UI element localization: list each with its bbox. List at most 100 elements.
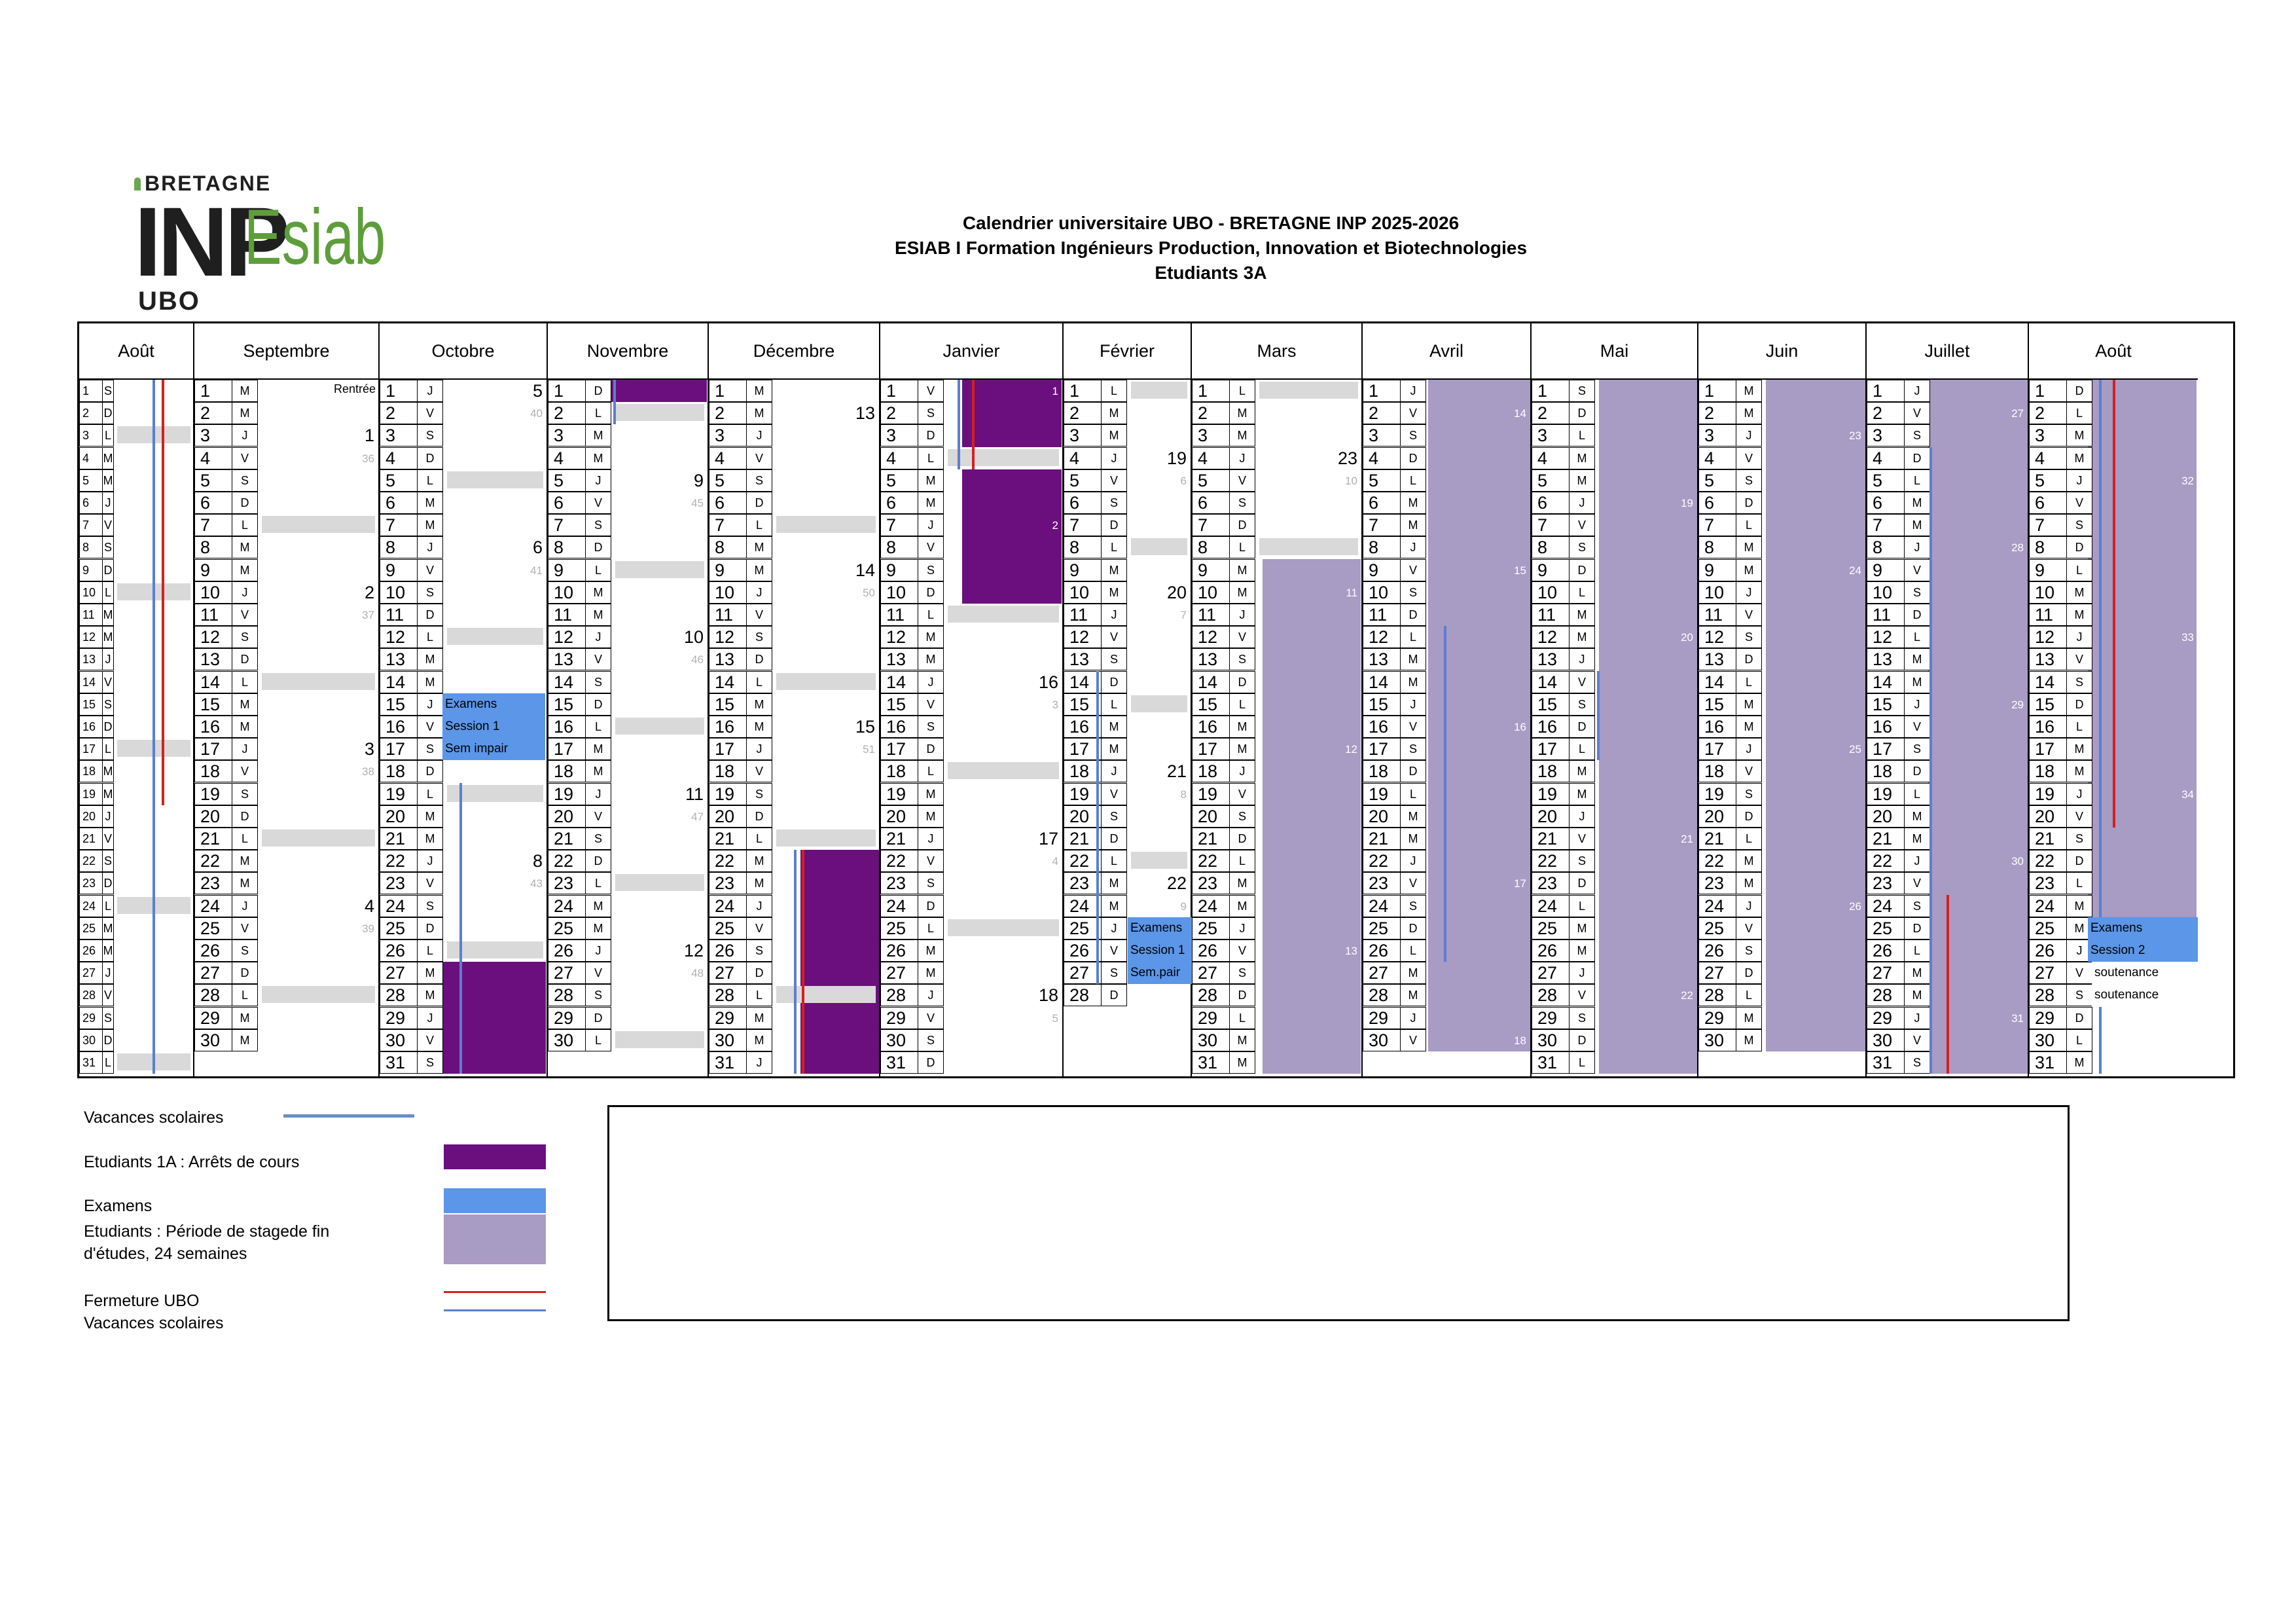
day-letter: S [746,626,772,649]
day-row: 25 D [380,917,547,939]
day-letter: J [1569,962,1595,985]
day-number: 29 [1363,1006,1401,1029]
day-letter: S [1101,492,1127,514]
day-letter: D [1101,514,1127,537]
day-letter: M [232,850,258,873]
day-number: 19 [380,782,418,805]
month-column-5: Janvier 1 V 1 2 S 3 D 4 L 5 M 6 M 7 J 2 8 V 9 S 10 D 11 L 12 M 13 M 1… [880,323,1064,1076]
week-number: 16 [1038,672,1058,692]
day-letter: S [2066,828,2092,850]
day-letter: V [585,805,611,828]
week-number-white: 15 [1514,564,1526,577]
day-letter: V [1229,626,1255,649]
day-row: 2 V 40 [380,402,547,425]
day-row: 30 M [1192,1029,1361,1051]
day-number: 8 [1064,536,1102,559]
day-row: 20 D [1698,805,1865,828]
day-number: 29 [709,1006,747,1029]
day-row: 13 M [1363,648,1530,671]
day-number: 30 [1867,1029,1905,1051]
day-letter: M [417,670,443,693]
day-number: 4 [1192,447,1230,469]
day-letter: J [1904,693,1930,716]
day-letter: M [102,939,114,962]
day-row: 31 M [2029,1051,2198,1074]
day-number: 9 [880,558,918,581]
day-letter: M [232,693,258,716]
soutenance-label: soutenance [2092,984,2193,1007]
day-number: 15 [1698,693,1736,716]
day-number: 7 [79,514,103,537]
day-number: 5 [79,469,103,492]
closure-line [1946,894,1949,1074]
day-number: 12 [709,626,747,649]
week-number-grey: 48 [691,967,704,980]
day-number: 23 [880,872,918,895]
day-number: 13 [1698,648,1736,671]
day-number: 17 [880,738,918,761]
week-number: 5 [532,381,543,401]
day-letter: V [2066,492,2092,514]
day-number: 15 [880,693,918,716]
notes-box[interactable] [607,1105,2070,1321]
day-letter: M [2066,738,2092,761]
day-letter: S [1736,782,1762,805]
day-letter: V [1736,447,1762,469]
day-letter: D [1904,917,1930,939]
week-number-white: 14 [1514,407,1526,420]
logo: BRETAGNE INP Esiab UBO [134,172,386,316]
legend-vacances-line [283,1114,414,1118]
day-number: 4 [1532,447,1570,469]
day-row: 10 M 11 [1192,581,1361,604]
day-letter: D [2066,380,2092,402]
day-letter: J [1736,738,1762,761]
day-number: 25 [79,917,103,939]
week-number: 13 [855,403,875,424]
day-number: 15 [548,693,586,716]
day-letter: V [1400,558,1426,581]
day-letter: L [2066,1029,2092,1051]
day-row: 17 M [548,738,708,761]
day-number: 10 [1192,581,1230,604]
day-number: 23 [1698,872,1736,895]
day-row: 20 J [1532,805,1697,828]
day-number: 19 [709,782,747,805]
day-number: 27 [880,962,918,985]
day-letter: D [1569,1029,1595,1051]
day-row: 18 L [880,760,1062,783]
week-number: 6 [532,538,543,558]
arret-band [962,469,1062,604]
day-number: 22 [1363,850,1401,873]
day-row: 21 L [1698,828,1865,850]
day-row: 11 M [2029,604,2198,626]
day-number: 20 [1532,805,1570,828]
day-letter: L [1101,536,1127,559]
stage-band [1263,558,1361,1074]
day-number: 18 [79,760,103,783]
day-number: 31 [380,1051,418,1074]
day-number: 5 [2029,469,2067,492]
day-letter: D [2066,1006,2092,1029]
day-number: 6 [2029,492,2067,514]
day-letter: M [918,939,944,962]
logo-ubo: UBO [138,287,200,316]
day-letter: M [1101,402,1127,425]
week-number-white: 30 [2011,855,2024,868]
day-row: 22 M [1698,850,1865,873]
day-row: 10 S [1867,581,2028,604]
day-letter: V [1904,872,1930,895]
day-number: 13 [194,648,232,671]
day-letter: D [417,604,443,626]
day-number: 28 [880,984,918,1007]
